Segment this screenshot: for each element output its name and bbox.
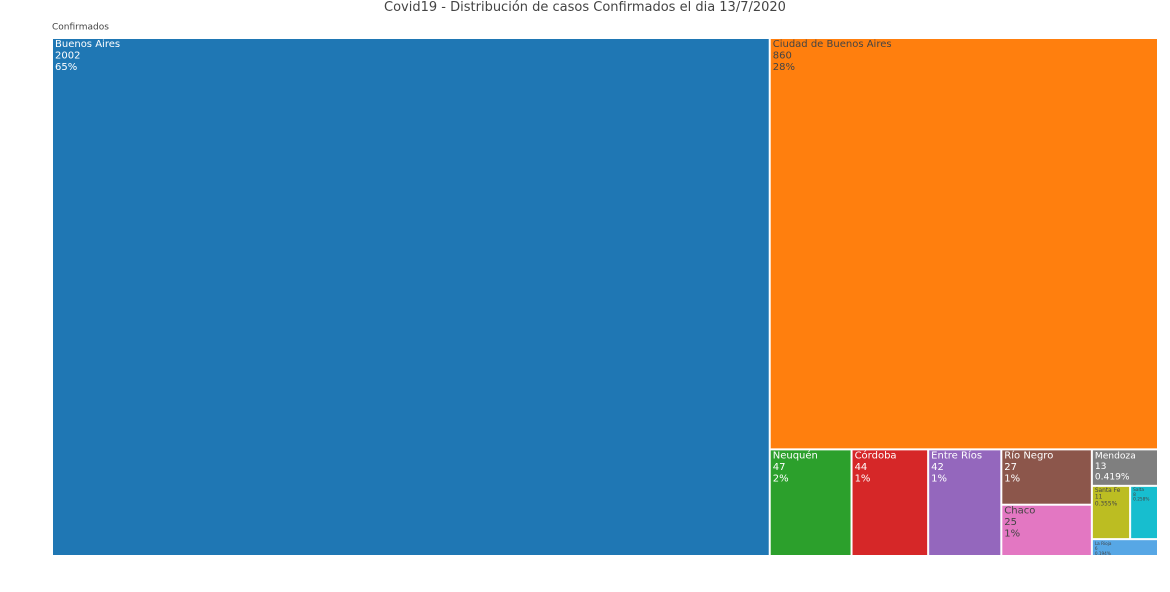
tile-name: La Rioja [1095,541,1112,546]
tile-rect [1092,539,1158,556]
tile-label: Ciudad de Buenos Aires 860 28% [773,39,892,73]
tile-name: Ciudad de Buenos Aires [773,39,892,50]
tile-name: Buenos Aires [55,39,120,50]
tile: Ciudad de Buenos Aires 860 28% [770,38,1158,449]
tile-rect [1001,505,1092,556]
tile-rect [770,38,1158,449]
tile: Río Negro 27 1% [1001,449,1092,505]
tile-rect [928,449,1001,556]
tile-rect [1092,486,1130,539]
tile: Neuquén 47 2% [770,449,852,556]
tile-name: Río Negro [1004,450,1053,462]
tile-label: Río Negro 27 1% [1004,450,1053,485]
tile-label: Santa Fe 11 0.355% [1095,488,1121,508]
tile: Chaco 25 1% [1001,505,1092,556]
tile-value: 6 [1095,546,1098,551]
tile-value: 8 [1133,492,1136,498]
tile-value: 13 [1095,461,1107,471]
tile-rect [852,449,928,556]
tile: Entre Ríos 42 1% [928,449,1001,556]
tile-value: 860 [773,51,792,62]
tile-percent: 0.355% [1095,502,1118,508]
tile-value: 44 [855,462,868,473]
tile-value: 2002 [55,51,80,62]
tile-percent: 0.194% [1095,551,1111,556]
tile-percent: 1% [1004,529,1020,540]
tile-label: Salta 8 0.258% [1133,487,1149,503]
tile-label: Chaco 25 1% [1004,506,1035,540]
tile-percent: 1% [855,474,871,485]
tile-percent: 2% [773,474,789,485]
tile-label: Mendoza 13 0.419% [1095,451,1136,482]
tile-label: Córdoba 44 1% [855,450,897,485]
tile-rect [770,449,852,556]
tile-name: Chaco [1004,506,1035,517]
tile-rect [1130,486,1158,539]
tile-percent: 0.419% [1095,472,1130,482]
tile-name: Córdoba [855,450,897,462]
tile-label: La Rioja 6 0.194% [1095,541,1112,556]
tile-label: Entre Ríos 42 1% [931,450,982,485]
tile-percent: 65% [55,62,77,73]
tile-value: 25 [1004,518,1017,529]
tile-percent: 0.258% [1133,497,1149,503]
tile-name: Mendoza [1095,451,1136,461]
tile-label: Buenos Aires 2002 65% [55,39,120,73]
root-label: Confirmados [52,23,109,33]
tile-rect [52,38,770,556]
tile-name: Santa Fe [1095,488,1121,494]
tile: Salta 8 0.258% [1130,486,1158,539]
tile-name: Entre Ríos [931,450,982,462]
tile-rect [1092,449,1158,486]
tile-rect [1001,449,1092,505]
chart-title: Covid19 - Distribución de casos Confirma… [384,0,786,15]
tile-name: Salta [1133,487,1144,493]
tile-label: Neuquén 47 2% [773,450,818,485]
tile: La Rioja 6 0.194% [1092,539,1158,556]
tile-percent: 28% [773,62,795,73]
tile-percent: 1% [931,474,947,485]
tile-value: 47 [773,462,786,473]
tile-value: 27 [1004,462,1017,473]
tile-percent: 1% [1004,474,1020,485]
tile-value: 11 [1095,495,1103,501]
tile: Santa Fe 11 0.355% [1092,486,1130,539]
tile: Buenos Aires 2002 65% [52,38,770,556]
tile: Mendoza 13 0.419% [1092,449,1158,486]
tile-name: Neuquén [773,450,818,462]
tile-value: 42 [931,462,944,473]
tile: Córdoba 44 1% [852,449,928,556]
